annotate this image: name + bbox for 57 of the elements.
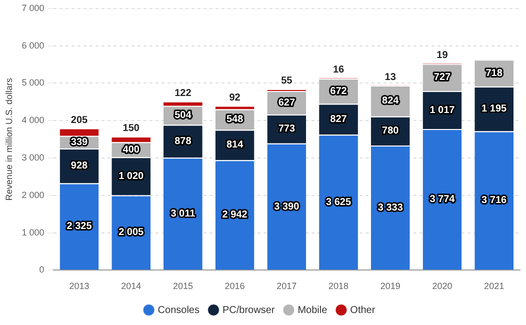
data-label: 19 bbox=[436, 50, 448, 61]
x-tick-label: 2015 bbox=[172, 281, 193, 292]
legend-label: Mobile bbox=[298, 304, 328, 316]
data-label: 3 716 bbox=[482, 195, 508, 206]
data-label: 780 bbox=[382, 126, 400, 137]
y-tick-label: 3 000 bbox=[22, 152, 44, 162]
data-label: 3 333 bbox=[378, 202, 404, 214]
y-tick-label: 0 bbox=[39, 264, 44, 275]
y-tick-label: 6 000 bbox=[22, 40, 44, 50]
data-label: 2 942 bbox=[222, 210, 248, 221]
data-label: 2 005 bbox=[118, 227, 144, 238]
y-tick-label: 7 000 bbox=[22, 2, 44, 13]
x-tick-label: 2018 bbox=[328, 281, 349, 292]
x-tick-label: 2013 bbox=[69, 281, 90, 292]
data-label: 548 bbox=[226, 114, 244, 126]
data-label: 672 bbox=[330, 86, 348, 97]
data-label: 2 325 bbox=[66, 221, 92, 232]
data-label: 3 774 bbox=[430, 194, 456, 206]
data-label: 878 bbox=[174, 136, 192, 147]
data-label: 928 bbox=[70, 160, 88, 172]
data-label: 3 011 bbox=[170, 208, 196, 220]
x-tick-label: 2020 bbox=[432, 281, 452, 292]
data-label: 727 bbox=[434, 72, 451, 84]
x-tick-label: 2014 bbox=[121, 281, 142, 292]
x-tick-label: 2021 bbox=[484, 281, 504, 292]
data-label: 824 bbox=[382, 96, 400, 107]
data-label: 16 bbox=[332, 64, 345, 76]
y-tick-label: 1 000 bbox=[22, 227, 44, 238]
data-label: 504 bbox=[174, 110, 192, 122]
x-tick-label: 2019 bbox=[380, 281, 400, 292]
data-label: 718 bbox=[486, 68, 503, 79]
legend-label: Consoles bbox=[158, 304, 200, 316]
legend-label: Other bbox=[350, 304, 376, 316]
x-tick-label: 2017 bbox=[276, 281, 297, 292]
y-axis-title: Revenue in million U.S. dollars bbox=[4, 78, 14, 201]
legend-label: PC/browser bbox=[222, 304, 276, 316]
x-tick-label: 2016 bbox=[224, 281, 245, 292]
data-label: 339 bbox=[70, 136, 88, 148]
data-label: 1 017 bbox=[430, 104, 456, 116]
data-label: 150 bbox=[122, 123, 140, 134]
data-label: 3 390 bbox=[274, 201, 300, 212]
data-label: 122 bbox=[174, 88, 192, 100]
data-label: 3 625 bbox=[326, 196, 352, 208]
data-label: 627 bbox=[278, 98, 296, 109]
data-label: 13 bbox=[384, 72, 396, 83]
y-tick-label: 2 000 bbox=[22, 190, 44, 200]
data-label: 1 195 bbox=[482, 104, 508, 115]
data-label: 92 bbox=[229, 92, 241, 104]
y-tick-label: 5 000 bbox=[22, 78, 44, 88]
data-label: 814 bbox=[226, 140, 244, 151]
y-tick-label: 4 000 bbox=[22, 115, 44, 126]
data-label: 205 bbox=[70, 114, 88, 126]
data-label: 55 bbox=[281, 76, 293, 87]
data-label: 1 020 bbox=[118, 170, 144, 182]
data-label: 400 bbox=[122, 144, 140, 156]
data-label: 773 bbox=[278, 124, 296, 135]
data-label: 827 bbox=[330, 114, 348, 125]
